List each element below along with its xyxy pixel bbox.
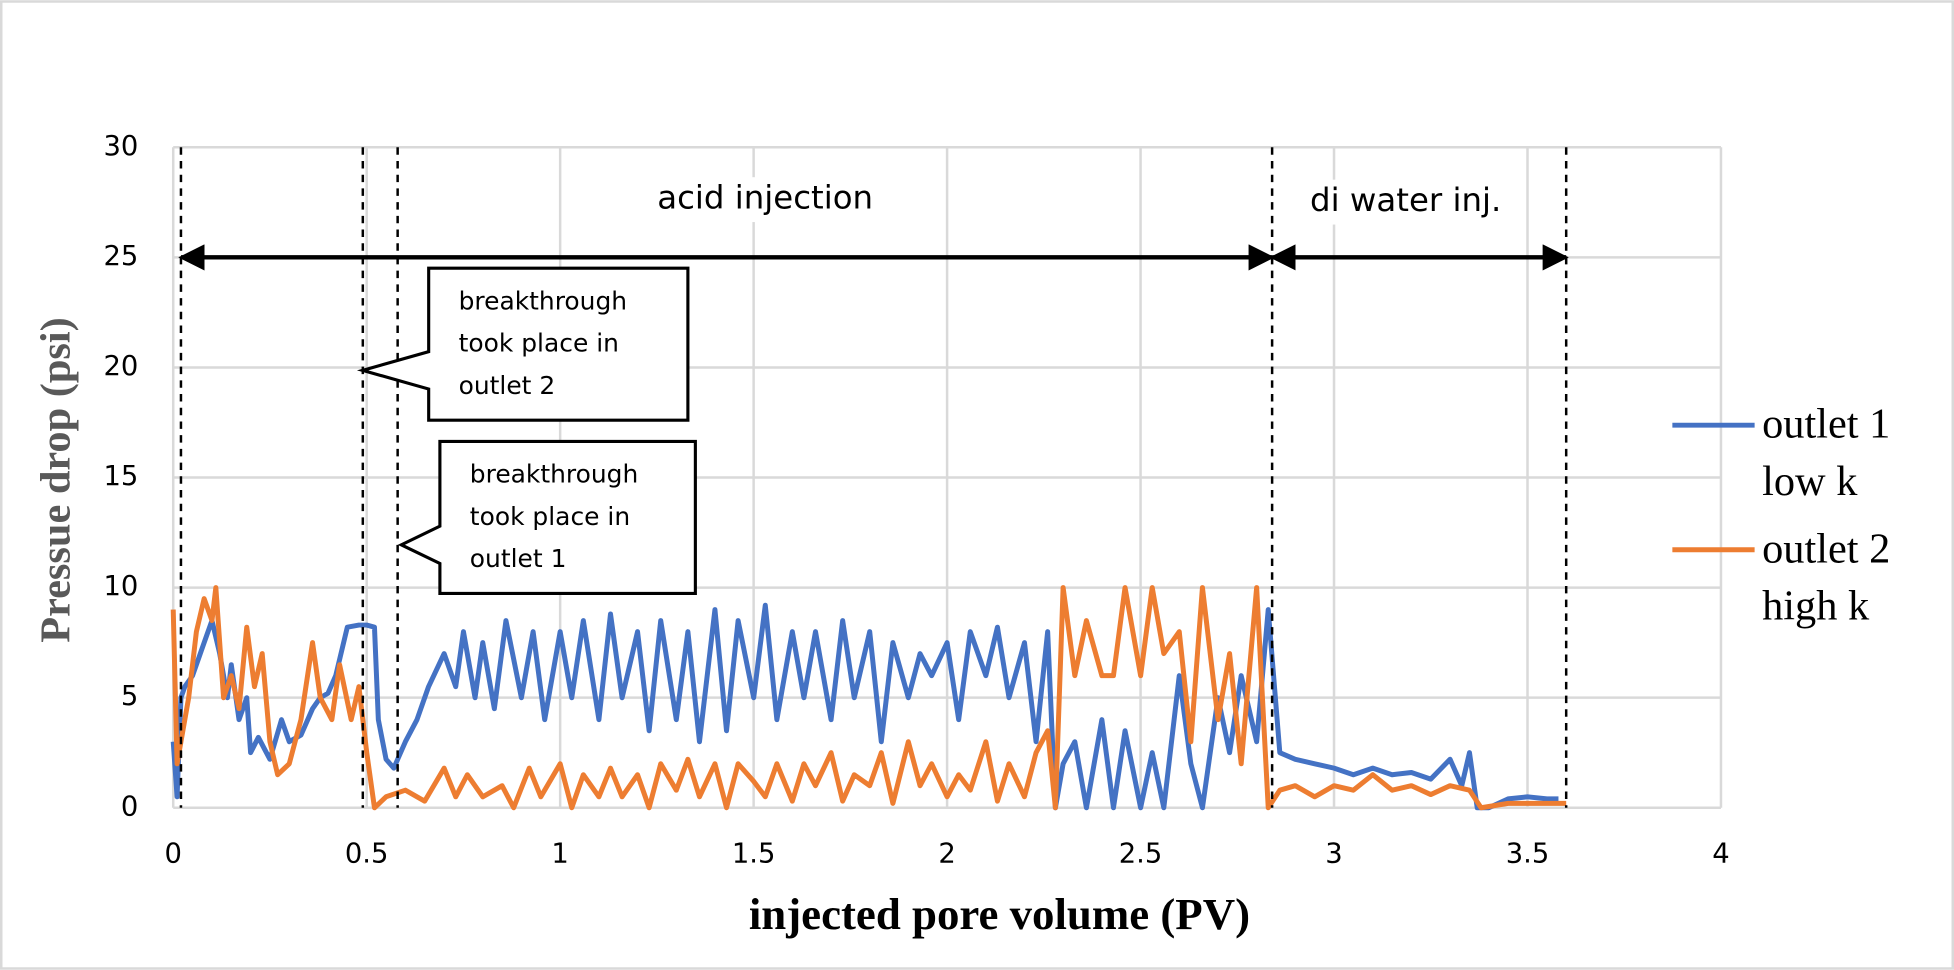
x-tick-label: 0.5 [345,839,389,870]
callout-label: breakthrough took place in outlet 2 [458,285,628,401]
annotation: di water inj. [1310,181,1501,219]
legend-entry: outlet 2 high k [1762,526,1891,630]
label-bg [635,177,898,223]
x-tick-label: 2 [938,839,955,870]
x-tick-label: 1.5 [732,839,776,870]
y-tick-label: 0 [121,791,138,822]
y-tick-label: 30 [103,131,138,162]
x-axis-label: injected pore volume (PV) [749,889,1250,939]
callout [356,266,690,422]
legend-label: outlet 2 high k [1762,526,1891,630]
callout-text: breakthrough took place in outlet 2 [458,285,628,401]
label-bg [1296,179,1516,225]
annotation: acid injection [657,179,873,217]
x-tick-label: 0 [164,839,181,870]
series-line [170,602,1559,811]
callout-text: breakthrough took place in outlet 1 [469,458,639,574]
y-tick-label: 25 [103,241,138,272]
x-tick-label: 2.5 [1119,839,1163,870]
legend-entry: outlet 1 low k [1762,401,1891,505]
legend-label: outlet 1 low k [1762,401,1891,505]
x-tick-label: 1 [551,839,568,870]
series-line [170,585,1567,811]
x-tick-label: 4 [1712,839,1729,870]
callout [397,439,697,595]
x-tick-label: 3 [1325,839,1342,870]
y-tick-label: 10 [103,571,138,602]
y-tick-label: 15 [103,461,138,492]
y-axis-label: Pressue drop (psi) [33,317,80,643]
callout-label: breakthrough took place in outlet 1 [469,458,639,574]
y-tick-label: 5 [121,681,138,712]
y-tick-label: 20 [103,351,138,382]
x-tick-label: 3.5 [1506,839,1550,870]
